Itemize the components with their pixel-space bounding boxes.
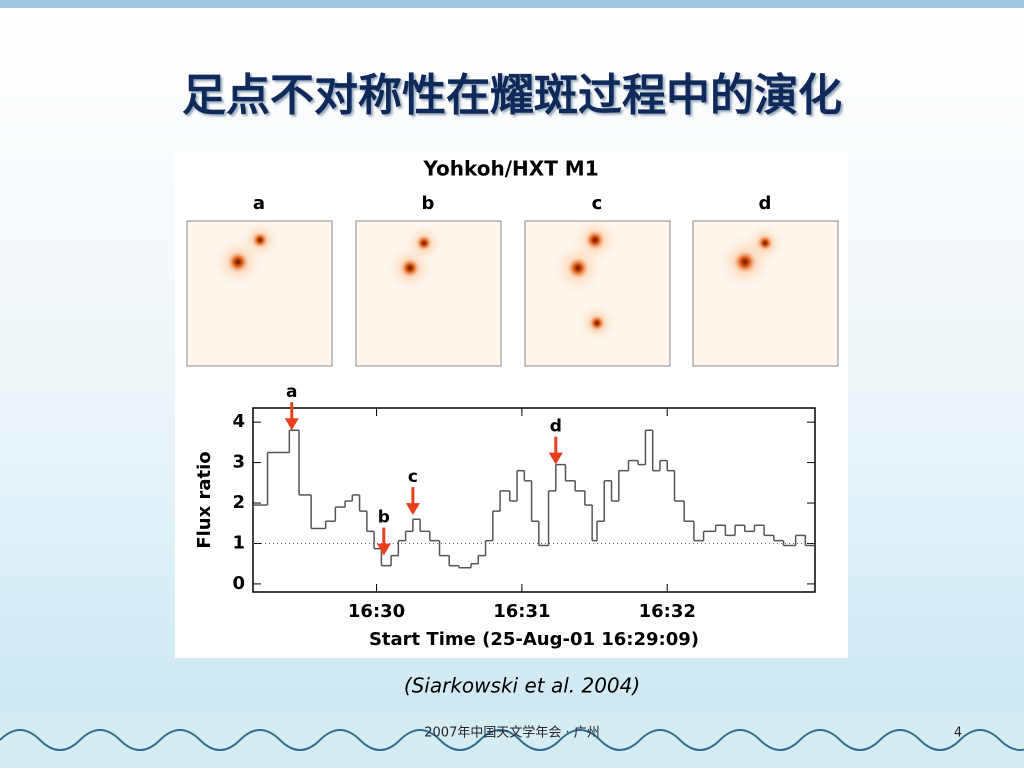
x-tick-label: 16:32 [639, 601, 696, 622]
arrow-head [376, 543, 391, 556]
arrow-label: d [550, 417, 562, 437]
arrow-head [405, 503, 420, 516]
wave-decoration [0, 729, 1024, 751]
step-risers [266, 430, 807, 568]
x-tick-label: 16:30 [348, 601, 405, 622]
panel-label: d [759, 193, 772, 214]
top-bar [0, 0, 1024, 8]
arrow-head [284, 418, 299, 431]
panel-label: c [592, 193, 603, 214]
spot [566, 256, 590, 280]
spot [732, 249, 758, 275]
arrow-label: b [378, 508, 390, 528]
wave-band [0, 712, 1024, 768]
arrow-label: a [286, 382, 297, 402]
slide-title: 足点不对称性在耀斑过程中的演化 [182, 70, 842, 121]
spot [399, 257, 421, 279]
y-tick-label: 2 [232, 492, 245, 513]
plot-frame [252, 407, 816, 593]
y-axis-label: Flux ratio [194, 451, 215, 548]
y-tick-label: 1 [232, 532, 245, 553]
arrow-head [548, 452, 563, 465]
x-tick-label: 16:31 [493, 601, 550, 622]
page-number: 4 [954, 726, 962, 741]
citation: (Siarkowski et al. 2004) [404, 674, 640, 698]
panel-label: b [422, 193, 435, 214]
figure-title: Yohkoh/HXT M1 [422, 157, 598, 181]
y-tick-label: 0 [232, 573, 245, 594]
spot [588, 314, 606, 332]
panel-label: a [253, 193, 265, 214]
x-axis-label: Start Time (25-Aug-01 16:29:09) [369, 629, 699, 650]
y-tick-label: 3 [232, 452, 245, 473]
spot [226, 250, 250, 274]
arrow-label: c [408, 467, 418, 487]
y-tick-label: 4 [232, 411, 245, 432]
footer: 2007年中国天文学年会 · 广州 [424, 725, 599, 741]
